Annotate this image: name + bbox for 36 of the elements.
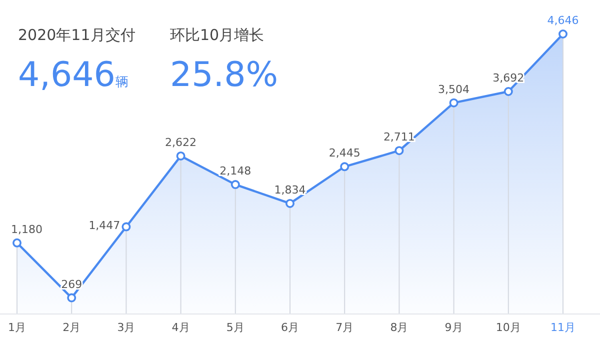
annotation: 环比10月增长 — [170, 26, 264, 44]
point — [176, 151, 186, 160]
point — [340, 162, 350, 172]
x-tick-label: 11月 — [550, 321, 576, 334]
x-tick-label: 4月 — [172, 321, 190, 334]
annotation: 4,646辆 — [18, 55, 128, 95]
data-label: 1,180 — [11, 222, 42, 236]
x-tick-label: 6月 — [281, 321, 299, 334]
point — [504, 86, 513, 96]
annotation: 2020年11月交付 — [18, 26, 136, 44]
x-tick-label: 5月 — [226, 321, 244, 334]
point — [449, 98, 458, 108]
point — [286, 198, 294, 208]
x-tick-label: 10月 — [496, 321, 521, 334]
data-label: 4,646 — [547, 14, 579, 27]
data-label: 1,447 — [88, 218, 120, 232]
point — [394, 146, 404, 156]
data-label: 3,504 — [438, 82, 470, 96]
point — [12, 238, 22, 248]
x-tick-label: 8月 — [390, 321, 408, 334]
x-tick-label: 9月 — [444, 321, 463, 334]
x-tick-label: 3月 — [117, 321, 136, 334]
x-tick-label: 1月 — [8, 321, 26, 334]
annotation: 25.8% — [170, 55, 278, 95]
data-label: 269 — [61, 278, 82, 291]
point — [67, 293, 76, 302]
data-label: 2,622 — [165, 136, 197, 149]
data-label: 1,834 — [274, 183, 306, 196]
x-tick-label: 2月 — [62, 321, 81, 334]
data-label: 2,148 — [220, 164, 252, 178]
point — [558, 30, 568, 38]
data-label: 2,445 — [328, 146, 360, 160]
point — [230, 180, 240, 190]
data-label: 2,711 — [383, 130, 415, 144]
point — [122, 222, 131, 232]
x-tick-label: 7月 — [336, 321, 354, 334]
